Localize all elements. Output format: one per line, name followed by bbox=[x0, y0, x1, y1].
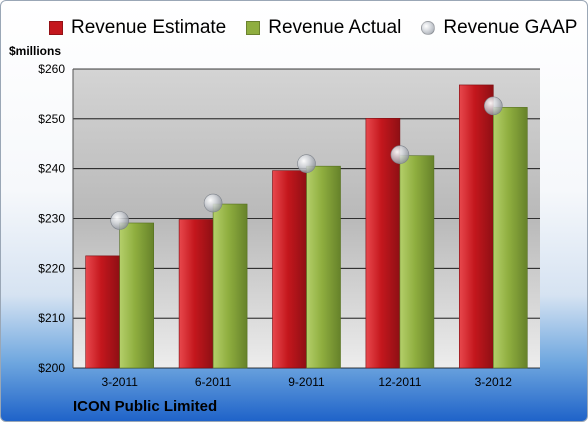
bar-revenue-actual bbox=[399, 155, 435, 369]
marker-revenue-gaap bbox=[390, 145, 410, 165]
y-tick-label: $240 bbox=[38, 162, 65, 176]
legend-item-actual: Revenue Actual bbox=[246, 17, 401, 39]
y-tick-label: $230 bbox=[38, 212, 65, 226]
bar-revenue-estimate bbox=[85, 255, 120, 369]
legend-item-gaap: Revenue GAAP bbox=[421, 17, 577, 39]
bar-revenue-actual bbox=[212, 203, 248, 369]
y-tick-label: $200 bbox=[38, 361, 65, 375]
legend-label-estimate: Revenue Estimate bbox=[71, 17, 227, 38]
y-axis-unit-label: $millions bbox=[9, 44, 62, 58]
bar-revenue-actual bbox=[492, 107, 528, 369]
x-tick-label: 3-2012 bbox=[475, 375, 513, 389]
legend-marker-gaap bbox=[421, 21, 436, 35]
y-tick-label: $260 bbox=[38, 62, 65, 76]
legend-label-gaap: Revenue GAAP bbox=[443, 17, 578, 38]
bar-revenue-estimate bbox=[458, 84, 494, 369]
bar-revenue-actual bbox=[306, 165, 341, 369]
x-tick-label: 12-2011 bbox=[378, 375, 421, 389]
y-tick-label: $220 bbox=[38, 261, 65, 275]
bar-revenue-actual bbox=[119, 222, 154, 369]
x-tick-label: 6-2011 bbox=[195, 375, 232, 389]
marker-revenue-gaap bbox=[297, 154, 316, 173]
x-tick-label: 3-2011 bbox=[101, 375, 138, 389]
bar-revenue-estimate bbox=[272, 170, 307, 369]
legend: Revenue Estimate Revenue Actual Revenue … bbox=[49, 17, 577, 39]
y-tick-label: $210 bbox=[38, 311, 65, 325]
bar-revenue-estimate bbox=[178, 219, 214, 369]
legend-swatch-estimate bbox=[49, 21, 63, 35]
legend-item-estimate: Revenue Estimate bbox=[49, 17, 226, 39]
x-tick-label: 9-2011 bbox=[288, 375, 325, 389]
company-name: ICON Public Limited bbox=[73, 398, 218, 415]
marker-revenue-gaap bbox=[203, 193, 223, 213]
legend-swatch-actual bbox=[246, 21, 261, 35]
legend-label-actual: Revenue Actual bbox=[268, 17, 402, 38]
marker-revenue-gaap bbox=[483, 96, 503, 116]
marker-revenue-gaap bbox=[110, 211, 129, 230]
y-tick-label: $250 bbox=[38, 112, 65, 126]
